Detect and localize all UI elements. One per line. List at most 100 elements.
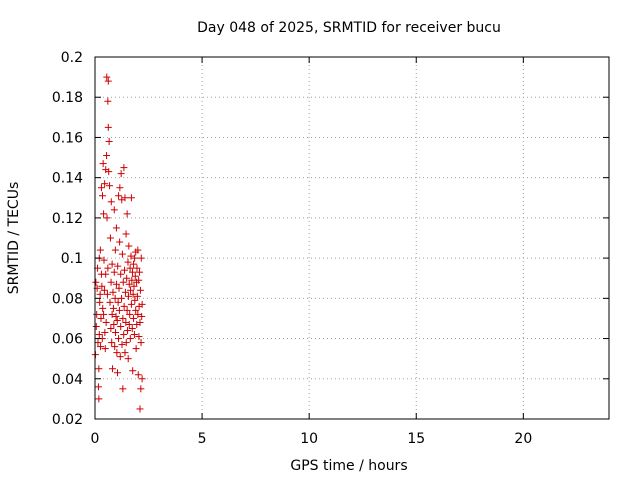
x-tick-labels: 0 5 10 15 20 — [91, 431, 533, 447]
data-point — [92, 278, 100, 286]
data-point — [102, 318, 110, 326]
data-point — [128, 276, 136, 284]
data-point — [128, 325, 136, 332]
x-tick-label: 0 — [91, 431, 100, 447]
data-point — [136, 318, 144, 326]
data-point — [120, 331, 128, 339]
data-point — [136, 286, 144, 294]
data-point — [115, 192, 123, 200]
data-point — [113, 316, 121, 324]
data-point — [105, 137, 113, 145]
data-point — [133, 264, 141, 272]
data-point — [103, 214, 111, 222]
x-tick-label: 15 — [407, 431, 425, 447]
data-point — [118, 341, 126, 349]
data-point — [101, 329, 109, 337]
y-tick-label: 0.02 — [52, 412, 83, 428]
data-points — [91, 73, 146, 413]
data-point — [95, 395, 103, 403]
data-point — [125, 320, 133, 328]
data-point — [138, 312, 146, 320]
data-point — [108, 339, 116, 347]
data-point — [121, 194, 129, 202]
data-point — [112, 224, 120, 232]
data-point — [94, 339, 102, 347]
y-tick-label: 0.16 — [52, 130, 83, 146]
data-point — [127, 252, 135, 260]
data-point — [131, 254, 139, 262]
y-tick-label: 0.12 — [52, 211, 83, 227]
data-point — [137, 385, 145, 393]
data-point — [121, 288, 129, 296]
y-tick-label: 0.18 — [52, 90, 83, 106]
data-point — [95, 331, 103, 339]
data-point — [107, 198, 115, 206]
data-point — [102, 270, 110, 278]
data-point — [134, 246, 142, 254]
data-point — [115, 335, 123, 343]
data-point — [100, 310, 108, 318]
data-point — [120, 164, 128, 172]
data-point — [123, 210, 131, 218]
data-point — [123, 306, 131, 314]
data-point — [104, 77, 112, 85]
x-tick-label: 10 — [300, 431, 318, 447]
data-point — [127, 300, 135, 308]
data-point — [96, 298, 104, 306]
data-point — [130, 260, 138, 268]
data-point — [103, 73, 111, 81]
grid-lines — [95, 57, 609, 419]
data-point — [132, 306, 140, 314]
data-point — [99, 160, 107, 168]
data-point — [107, 278, 115, 286]
data-point — [108, 260, 116, 268]
data-point — [111, 343, 119, 351]
data-point — [98, 192, 106, 200]
data-point — [114, 262, 122, 270]
data-point — [125, 280, 133, 288]
data-point — [112, 280, 120, 288]
data-point — [126, 310, 134, 318]
data-point — [109, 365, 117, 373]
data-point — [107, 325, 115, 332]
data-point — [129, 367, 137, 375]
data-point — [92, 322, 100, 330]
data-point — [124, 355, 132, 363]
data-point — [96, 290, 104, 298]
data-point — [126, 264, 134, 272]
data-point — [104, 123, 112, 131]
data-point — [123, 274, 131, 282]
data-point — [103, 290, 111, 298]
data-point — [93, 310, 101, 318]
data-point — [135, 333, 143, 341]
data-point — [129, 290, 137, 298]
data-point — [98, 282, 106, 290]
y-axis-label: SRMTID / TECUs — [6, 182, 22, 295]
data-point — [137, 254, 145, 262]
data-point — [101, 345, 109, 353]
y-tick-label: 0.04 — [52, 372, 83, 388]
data-point — [97, 343, 105, 351]
data-point — [103, 152, 111, 160]
data-point — [100, 256, 108, 264]
data-point — [121, 266, 129, 274]
data-point — [124, 327, 132, 335]
data-point — [110, 206, 118, 214]
data-point — [136, 268, 144, 276]
data-point — [119, 385, 127, 393]
data-point — [126, 335, 134, 343]
axis-ticks — [94, 56, 609, 420]
data-point — [132, 345, 140, 353]
data-point — [106, 298, 114, 306]
data-point — [117, 270, 125, 278]
data-point — [108, 310, 116, 318]
data-point — [106, 182, 114, 190]
data-point — [124, 258, 132, 266]
y-tick-label: 0.2 — [61, 50, 83, 66]
y-tick-labels: 0.02 0.04 0.06 0.08 0.1 0.12 0.14 0.16 0.18 0.2 — [52, 50, 83, 428]
data-point — [122, 230, 130, 238]
data-point — [131, 272, 139, 280]
data-point — [134, 371, 142, 379]
data-point — [115, 284, 123, 292]
data-point — [113, 369, 121, 377]
